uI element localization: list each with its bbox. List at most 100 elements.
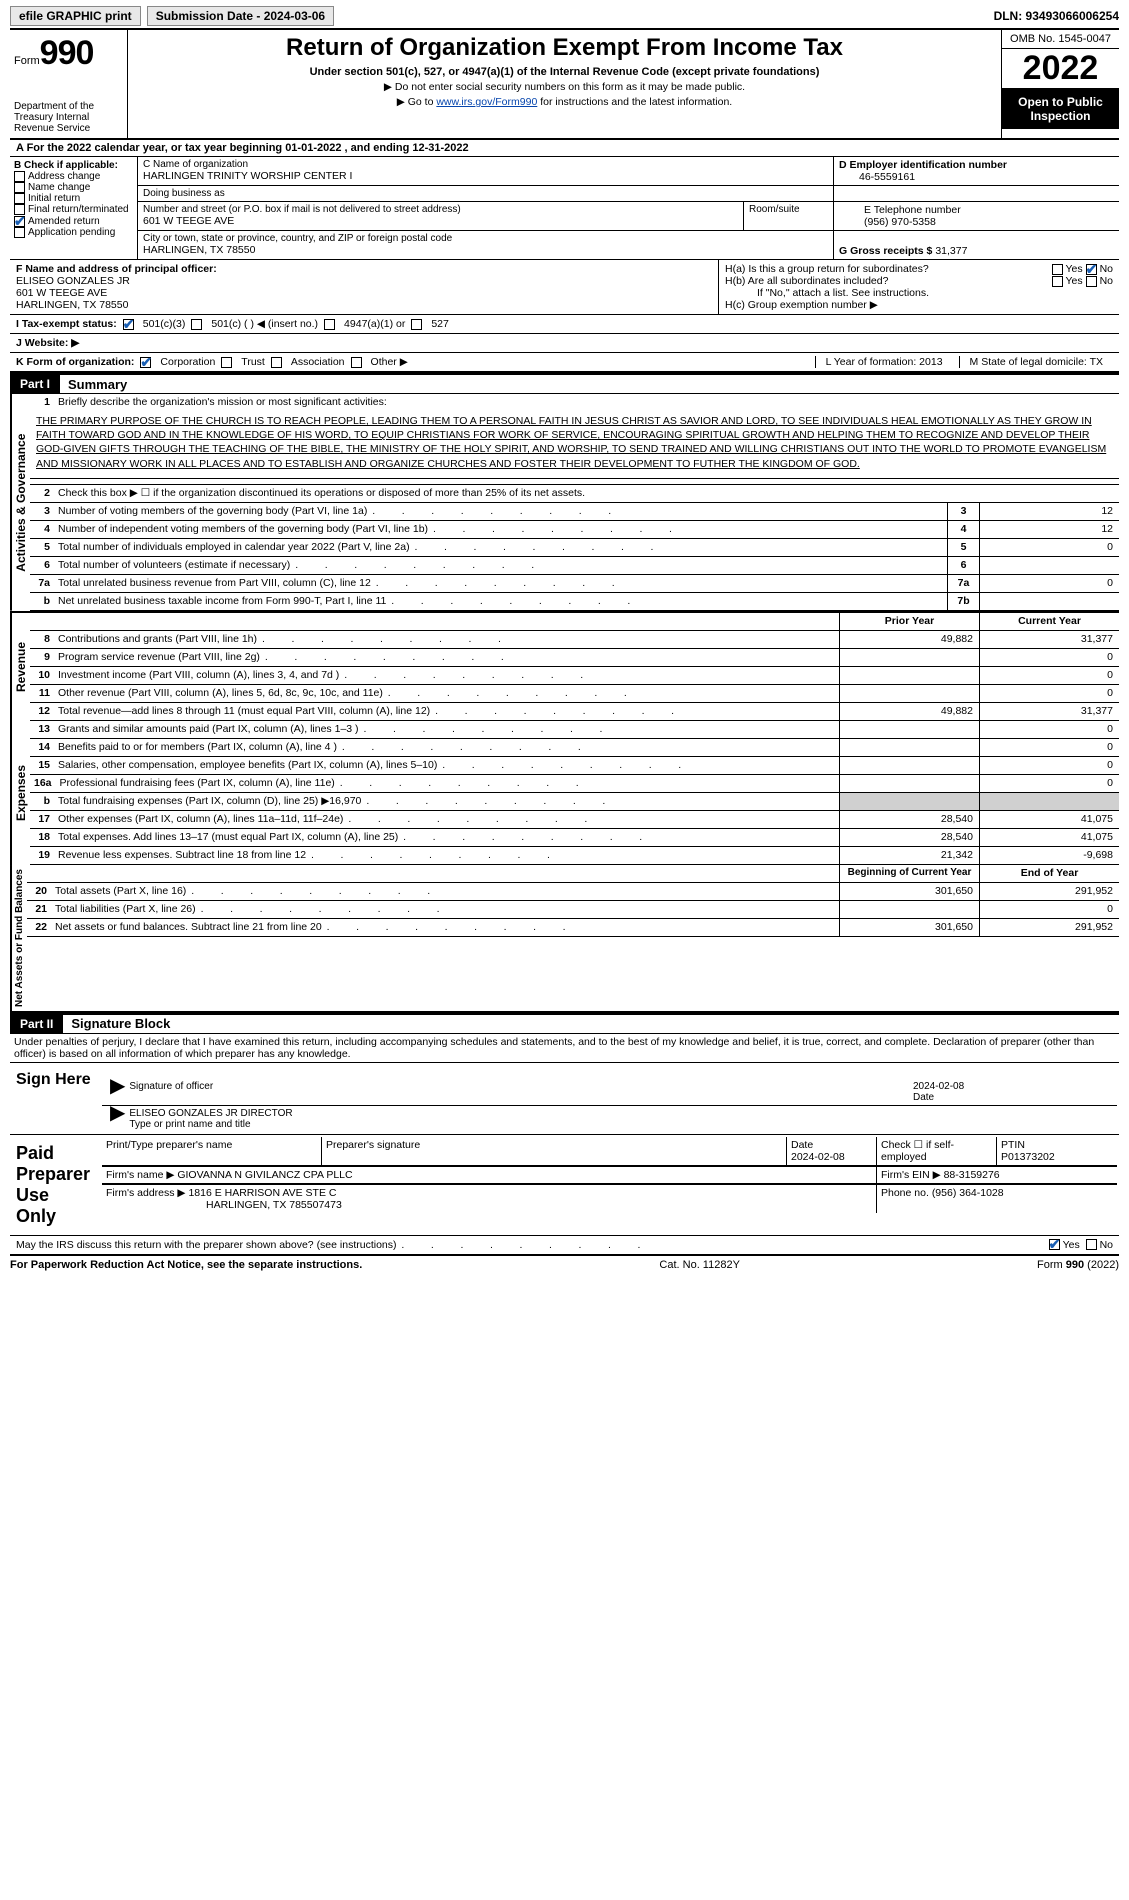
j-label: J Website: ▶ bbox=[16, 337, 79, 349]
ha-no-check[interactable] bbox=[1086, 264, 1097, 275]
lbl-amended-return: Amended return bbox=[28, 216, 100, 227]
summary-line: 10Investment income (Part VIII, column (… bbox=[30, 667, 1119, 685]
check-name-change[interactable] bbox=[14, 182, 25, 193]
g-value: 31,377 bbox=[935, 245, 967, 257]
k-assoc-check[interactable] bbox=[271, 357, 282, 368]
k-corp-check[interactable] bbox=[140, 357, 151, 368]
hb-no-check[interactable] bbox=[1086, 276, 1097, 287]
note-ssn: ▶ Do not enter social security numbers o… bbox=[134, 81, 995, 93]
discuss-yes-lbl: Yes bbox=[1063, 1239, 1080, 1251]
summary-line: 4Number of independent voting members of… bbox=[30, 521, 1119, 539]
i-527-check[interactable] bbox=[411, 319, 422, 330]
summary-line: 15Salaries, other compensation, employee… bbox=[30, 757, 1119, 775]
k-other-check[interactable] bbox=[351, 357, 362, 368]
check-application-pending[interactable] bbox=[14, 227, 25, 238]
lbl-initial-return: Initial return bbox=[28, 193, 80, 204]
paid-preparer-label: Paid Preparer Use Only bbox=[10, 1135, 100, 1235]
firm-addr-label: Firm's address ▶ bbox=[106, 1187, 186, 1199]
submission-date-button[interactable]: Submission Date - 2024-03-06 bbox=[147, 6, 334, 26]
part-2-title: Signature Block bbox=[63, 1016, 170, 1031]
k-trust-lbl: Trust bbox=[241, 356, 265, 368]
paid-preparer-block: Paid Preparer Use Only Print/Type prepar… bbox=[10, 1135, 1119, 1236]
ptin-value: P01373202 bbox=[1001, 1151, 1055, 1163]
col-begin-hdr: Beginning of Current Year bbox=[839, 865, 979, 882]
k-corp-lbl: Corporation bbox=[160, 356, 215, 368]
dln-label: DLN: 93493066006254 bbox=[994, 9, 1119, 23]
header-middle: Return of Organization Exempt From Incom… bbox=[128, 30, 1001, 138]
f-h-block: F Name and address of principal officer:… bbox=[10, 260, 1119, 315]
f-name: ELISEO GONZALES JR bbox=[16, 275, 712, 287]
e-label: E Telephone number bbox=[864, 204, 1114, 216]
summary-line: 19Revenue less expenses. Subtract line 1… bbox=[30, 847, 1119, 865]
check-initial-return[interactable] bbox=[14, 193, 25, 204]
firm-ein: 88-3159276 bbox=[944, 1169, 1000, 1181]
i-501c-lbl: 501(c) ( ) ◀ (insert no.) bbox=[211, 318, 318, 330]
i-501c-check[interactable] bbox=[191, 319, 202, 330]
header-right: OMB No. 1545-0047 2022 Open to Public In… bbox=[1001, 30, 1119, 138]
f-label: F Name and address of principal officer: bbox=[16, 263, 712, 275]
g-label: G Gross receipts $ bbox=[839, 245, 932, 257]
firm-city: HARLINGEN, TX 785507473 bbox=[106, 1199, 342, 1211]
form-subtitle: Under section 501(c), 527, or 4947(a)(1)… bbox=[134, 66, 995, 78]
i-527-lbl: 527 bbox=[431, 318, 449, 330]
lbl-address-change: Address change bbox=[28, 171, 100, 182]
check-amended-return[interactable] bbox=[14, 216, 25, 227]
summary-line: 11Other revenue (Part VIII, column (A), … bbox=[30, 685, 1119, 703]
summary-line: 18Total expenses. Add lines 13–17 (must … bbox=[30, 829, 1119, 847]
form-title: Return of Organization Exempt From Incom… bbox=[134, 34, 995, 62]
identity-block: B Check if applicable: Address change Na… bbox=[10, 157, 1119, 260]
d-value: 46-5559161 bbox=[839, 171, 1114, 183]
firm-addr: 1816 E HARRISON AVE STE C bbox=[188, 1187, 336, 1199]
ha-yes-check[interactable] bbox=[1052, 264, 1063, 275]
i-4947-check[interactable] bbox=[324, 319, 335, 330]
note-link: ▶ Go to www.irs.gov/Form990 for instruct… bbox=[134, 96, 995, 108]
summary-line: 21Total liabilities (Part X, line 26)0 bbox=[27, 901, 1119, 919]
efile-print-button[interactable]: efile GRAPHIC print bbox=[10, 6, 141, 26]
line-k: K Form of organization: Corporation Trus… bbox=[10, 353, 1119, 373]
ha-yes-lbl: Yes bbox=[1066, 263, 1083, 275]
ha-no-lbl: No bbox=[1100, 263, 1113, 275]
m-label: M State of legal domicile: TX bbox=[959, 356, 1113, 368]
part-2-badge: Part II bbox=[10, 1015, 63, 1033]
i-4947-lbl: 4947(a)(1) or bbox=[344, 318, 405, 330]
section-governance: Activities & Governance 1 Briefly descri… bbox=[10, 394, 1119, 613]
hb-yes-lbl: Yes bbox=[1066, 275, 1083, 287]
summary-line: bTotal fundraising expenses (Part IX, co… bbox=[30, 793, 1119, 811]
summary-line: 20Total assets (Part X, line 16)301,6502… bbox=[27, 883, 1119, 901]
line-j: J Website: ▶ bbox=[10, 334, 1119, 353]
firm-name: GIOVANNA N GIVILANCZ CPA PLLC bbox=[177, 1169, 352, 1181]
form-number: 990 bbox=[40, 34, 94, 72]
i-501c3-lbl: 501(c)(3) bbox=[143, 318, 186, 330]
note2-post: for instructions and the latest informat… bbox=[537, 96, 732, 108]
hb-yes-check[interactable] bbox=[1052, 276, 1063, 287]
mission-text: THE PRIMARY PURPOSE OF THE CHURCH IS TO … bbox=[30, 412, 1119, 473]
prep-col-date: Date bbox=[791, 1139, 813, 1151]
sig-date-label: Date bbox=[913, 1092, 934, 1103]
ln1-label: Briefly describe the organization's miss… bbox=[54, 394, 1119, 412]
part-2-header: Part II Signature Block bbox=[10, 1013, 1119, 1034]
ln1-num: 1 bbox=[30, 394, 54, 412]
footer-mid: Cat. No. 11282Y bbox=[659, 1259, 740, 1271]
discuss-label: May the IRS discuss this return with the… bbox=[16, 1239, 642, 1251]
discuss-no-check[interactable] bbox=[1086, 1239, 1097, 1250]
check-address-change[interactable] bbox=[14, 171, 25, 182]
summary-line: 6Total number of volunteers (estimate if… bbox=[30, 557, 1119, 575]
summary-line: 9Program service revenue (Part VIII, lin… bbox=[30, 649, 1119, 667]
summary-line: 3Number of voting members of the governi… bbox=[30, 503, 1119, 521]
tax-year: 2022 bbox=[1002, 49, 1119, 89]
col-prior-hdr: Prior Year bbox=[839, 613, 979, 630]
section-netassets: Net Assets or Fund Balances Beginning of… bbox=[10, 865, 1119, 1013]
e-value: (956) 970-5358 bbox=[864, 216, 1114, 228]
penalty-text: Under penalties of perjury, I declare th… bbox=[10, 1034, 1119, 1063]
form-header: Form990 Department of the Treasury Inter… bbox=[10, 30, 1119, 140]
irs-link[interactable]: www.irs.gov/Form990 bbox=[436, 96, 537, 108]
discuss-yes-check[interactable] bbox=[1049, 1239, 1060, 1250]
sig-date-val: 2024-02-08 bbox=[913, 1081, 964, 1092]
suite-label: Room/suite bbox=[749, 204, 828, 215]
part-1-header: Part I Summary bbox=[10, 373, 1119, 394]
prep-col-ptin: PTIN bbox=[1001, 1139, 1025, 1151]
i-501c3-check[interactable] bbox=[123, 319, 134, 330]
phone-label: Phone no. bbox=[881, 1187, 929, 1199]
k-trust-check[interactable] bbox=[221, 357, 232, 368]
summary-line: 12Total revenue—add lines 8 through 11 (… bbox=[30, 703, 1119, 721]
